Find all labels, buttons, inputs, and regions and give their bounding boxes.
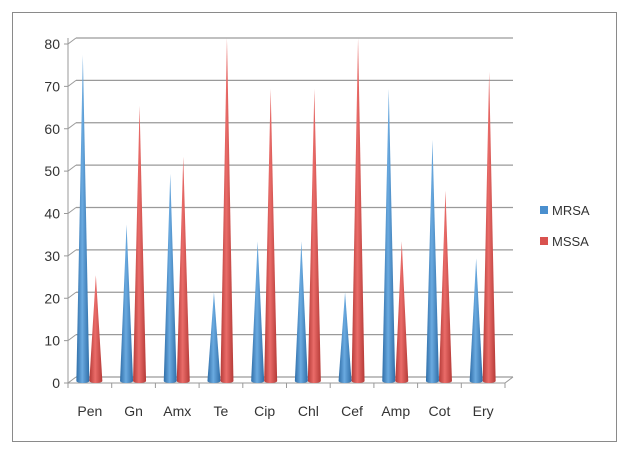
x-tick-label: Te bbox=[214, 403, 229, 419]
cone-mssa-cot bbox=[438, 190, 452, 383]
x-tick-label: Cot bbox=[429, 403, 451, 419]
cone-mrsa-cip bbox=[251, 241, 265, 383]
cone-mrsa-amp bbox=[382, 88, 396, 383]
x-axis-depth-line bbox=[504, 376, 514, 384]
cone-mrsa-cot bbox=[425, 139, 439, 383]
cone-mrsa-gn bbox=[120, 224, 134, 383]
cone-mssa-gn bbox=[133, 105, 147, 384]
cone-mssa-cip bbox=[264, 88, 278, 383]
cone-mssa-te bbox=[220, 38, 234, 383]
x-tick-label: Cip bbox=[254, 403, 275, 419]
cone-mssa-pen bbox=[89, 275, 103, 383]
x-tick-label: Gn bbox=[124, 403, 143, 419]
y-tick-label: 60 bbox=[44, 121, 60, 137]
cone-mrsa-amx bbox=[163, 173, 177, 383]
gridline-depth bbox=[67, 291, 77, 299]
gridline-depth bbox=[67, 37, 77, 45]
gridline-depth bbox=[67, 164, 77, 172]
cone-mrsa-cef bbox=[338, 292, 352, 383]
x-tick-label: Cef bbox=[341, 403, 363, 419]
y-tick-label: 40 bbox=[44, 206, 60, 222]
y-tick-label: 80 bbox=[44, 36, 60, 52]
legend-label-mssa: MSSA bbox=[552, 234, 589, 249]
y-tick-label: 20 bbox=[44, 290, 60, 306]
gridline-depth bbox=[67, 207, 77, 214]
gridline-depth bbox=[67, 376, 77, 384]
y-tick-label: 0 bbox=[52, 375, 60, 391]
cone-mssa-chl bbox=[307, 88, 321, 383]
cone-mrsa-chl bbox=[294, 241, 308, 383]
cone-mssa-amx bbox=[176, 156, 190, 383]
x-tick-label: Chl bbox=[298, 403, 319, 419]
x-tick-label: Ery bbox=[473, 403, 494, 419]
gridline-depth bbox=[67, 122, 77, 130]
x-tick-label: Amp bbox=[381, 403, 410, 419]
gridline-depth bbox=[67, 79, 77, 87]
legend-swatch-mrsa bbox=[540, 206, 548, 214]
gridline-depth bbox=[67, 334, 77, 342]
y-tick-label: 50 bbox=[44, 163, 60, 179]
cone-mrsa-pen bbox=[76, 54, 90, 383]
cone-mrsa-te bbox=[207, 292, 221, 383]
cone-mssa-cef bbox=[351, 38, 365, 383]
y-tick-label: 10 bbox=[44, 333, 60, 349]
x-tick-label: Amx bbox=[163, 403, 191, 419]
cone-mrsa-ery bbox=[469, 258, 483, 383]
gridline-depth bbox=[67, 249, 77, 257]
cone-mssa-amp bbox=[395, 241, 409, 383]
cone-mssa-ery bbox=[482, 71, 496, 384]
y-tick-label: 30 bbox=[44, 248, 60, 264]
y-tick-label: 70 bbox=[44, 78, 60, 94]
legend-swatch-mssa bbox=[540, 237, 548, 245]
legend-label-mrsa: MRSA bbox=[552, 203, 590, 218]
x-tick-label: Pen bbox=[77, 403, 102, 419]
